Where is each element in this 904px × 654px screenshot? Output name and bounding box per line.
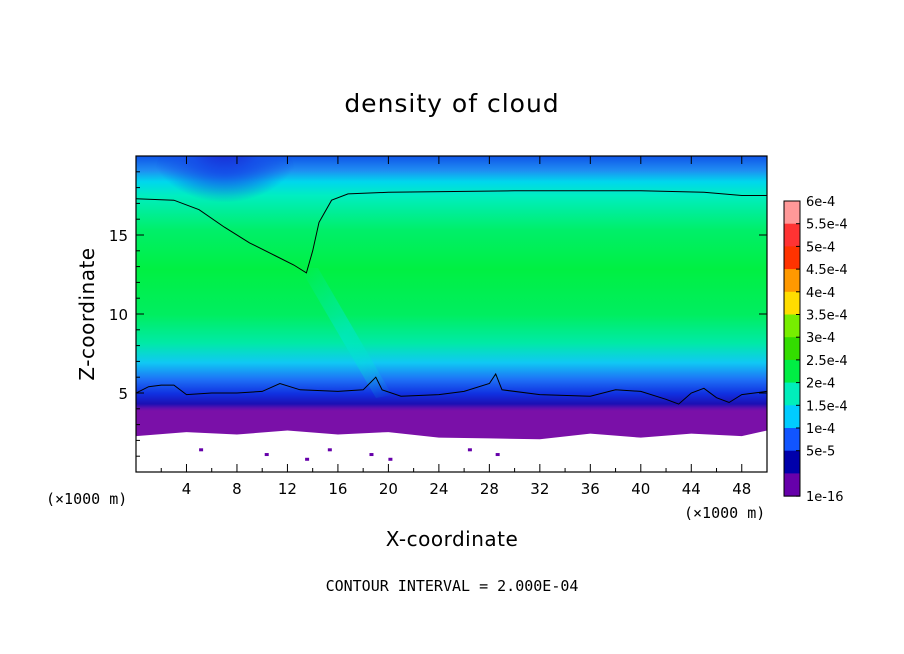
colorbar-swatch [784,291,800,315]
colorbar-swatch [784,314,800,338]
x-tick-label: 40 [631,480,650,498]
colorbar-label: 4e-4 [806,286,835,301]
colorbar-swatch [784,382,800,406]
colorbar-swatch [784,450,800,474]
x-tick-label: 12 [278,480,297,498]
x-axis-unit-right: (×1000 m) [684,504,765,522]
colorbar-label: 5e-4 [806,240,835,255]
dry-intrusion-region [155,156,295,230]
x-tick-label: 44 [682,480,701,498]
colorbar-swatch [784,359,800,384]
colorbar-label: 5e-5 [806,445,835,460]
cloud-field-area [136,156,767,440]
precip-dot [369,453,374,457]
chart-title: density of cloud [344,89,559,118]
inflow-streak [300,268,392,398]
x-axis-label: X-coordinate [386,527,519,551]
precip-dot [388,457,393,461]
contour-2e-4-lower [136,372,767,405]
colorbar-label: 2e-4 [806,377,835,392]
x-axis-unit-left: (×1000 m) [46,490,127,508]
colorbar-label: 4.5e-4 [806,263,848,278]
colorbar-label: 6e-4 [806,195,835,210]
colorbar-swatch [784,269,800,293]
x-tick-label: 36 [581,480,600,498]
heatmap-field [136,156,767,461]
colorbar-label: 3e-4 [806,331,835,346]
x-tick-label: 4 [182,480,192,498]
x-tick-label: 20 [379,480,398,498]
x-tick-label: 32 [530,480,549,498]
x-tick-label: 16 [328,480,347,498]
precip-dot [199,448,204,452]
colorbar-frame [783,200,801,497]
x-tick-label: 48 [732,480,751,498]
y-tick-label: 10 [109,306,128,324]
colorbar-swatch [784,337,800,361]
x-tick-label: 8 [232,480,242,498]
colorbar-swatch [784,428,800,452]
precip-dot [467,448,472,452]
y-tick-label: 15 [109,227,128,245]
x-tick-label: 28 [480,480,499,498]
colorbar-label: 2.5e-4 [806,354,848,369]
y-tick-label: 5 [118,385,128,403]
y-axis-label: Z-coordinate [75,247,99,380]
colorbar-label: 1.5e-4 [806,399,848,414]
colorbar-label: 1e-4 [806,422,835,437]
x-axis-ticks: 4 8 12 16 20 24 28 32 36 40 44 48 [160,156,751,498]
precip-dot [264,453,269,457]
precip-dots [199,448,500,461]
colorbar-swatch [784,246,800,270]
colorbar-swatch [784,405,800,429]
contour-2e-4-upper [136,190,767,274]
precip-dot [495,453,500,457]
x-tick-label: 24 [429,480,448,498]
contour-interval-note: CONTOUR INTERVAL = 2.000E-04 [326,577,579,595]
colorbar-swatch [784,201,800,225]
y-axis-ticks: 5 10 15 [109,171,767,457]
colorbar-label: 5.5e-4 [806,218,848,233]
colorbar-swatch [784,473,800,497]
colorbar: 6e-4 5.5e-4 5e-4 4.5e-4 4e-4 3.5e-4 3e-4 2.5e-4… [783,195,848,505]
colorbar-label: 3.5e-4 [806,309,848,324]
precip-dot [305,457,310,461]
colorbar-label: 1e-16 [806,490,844,505]
precip-dot [327,448,332,452]
colorbar-swatch [784,223,800,247]
